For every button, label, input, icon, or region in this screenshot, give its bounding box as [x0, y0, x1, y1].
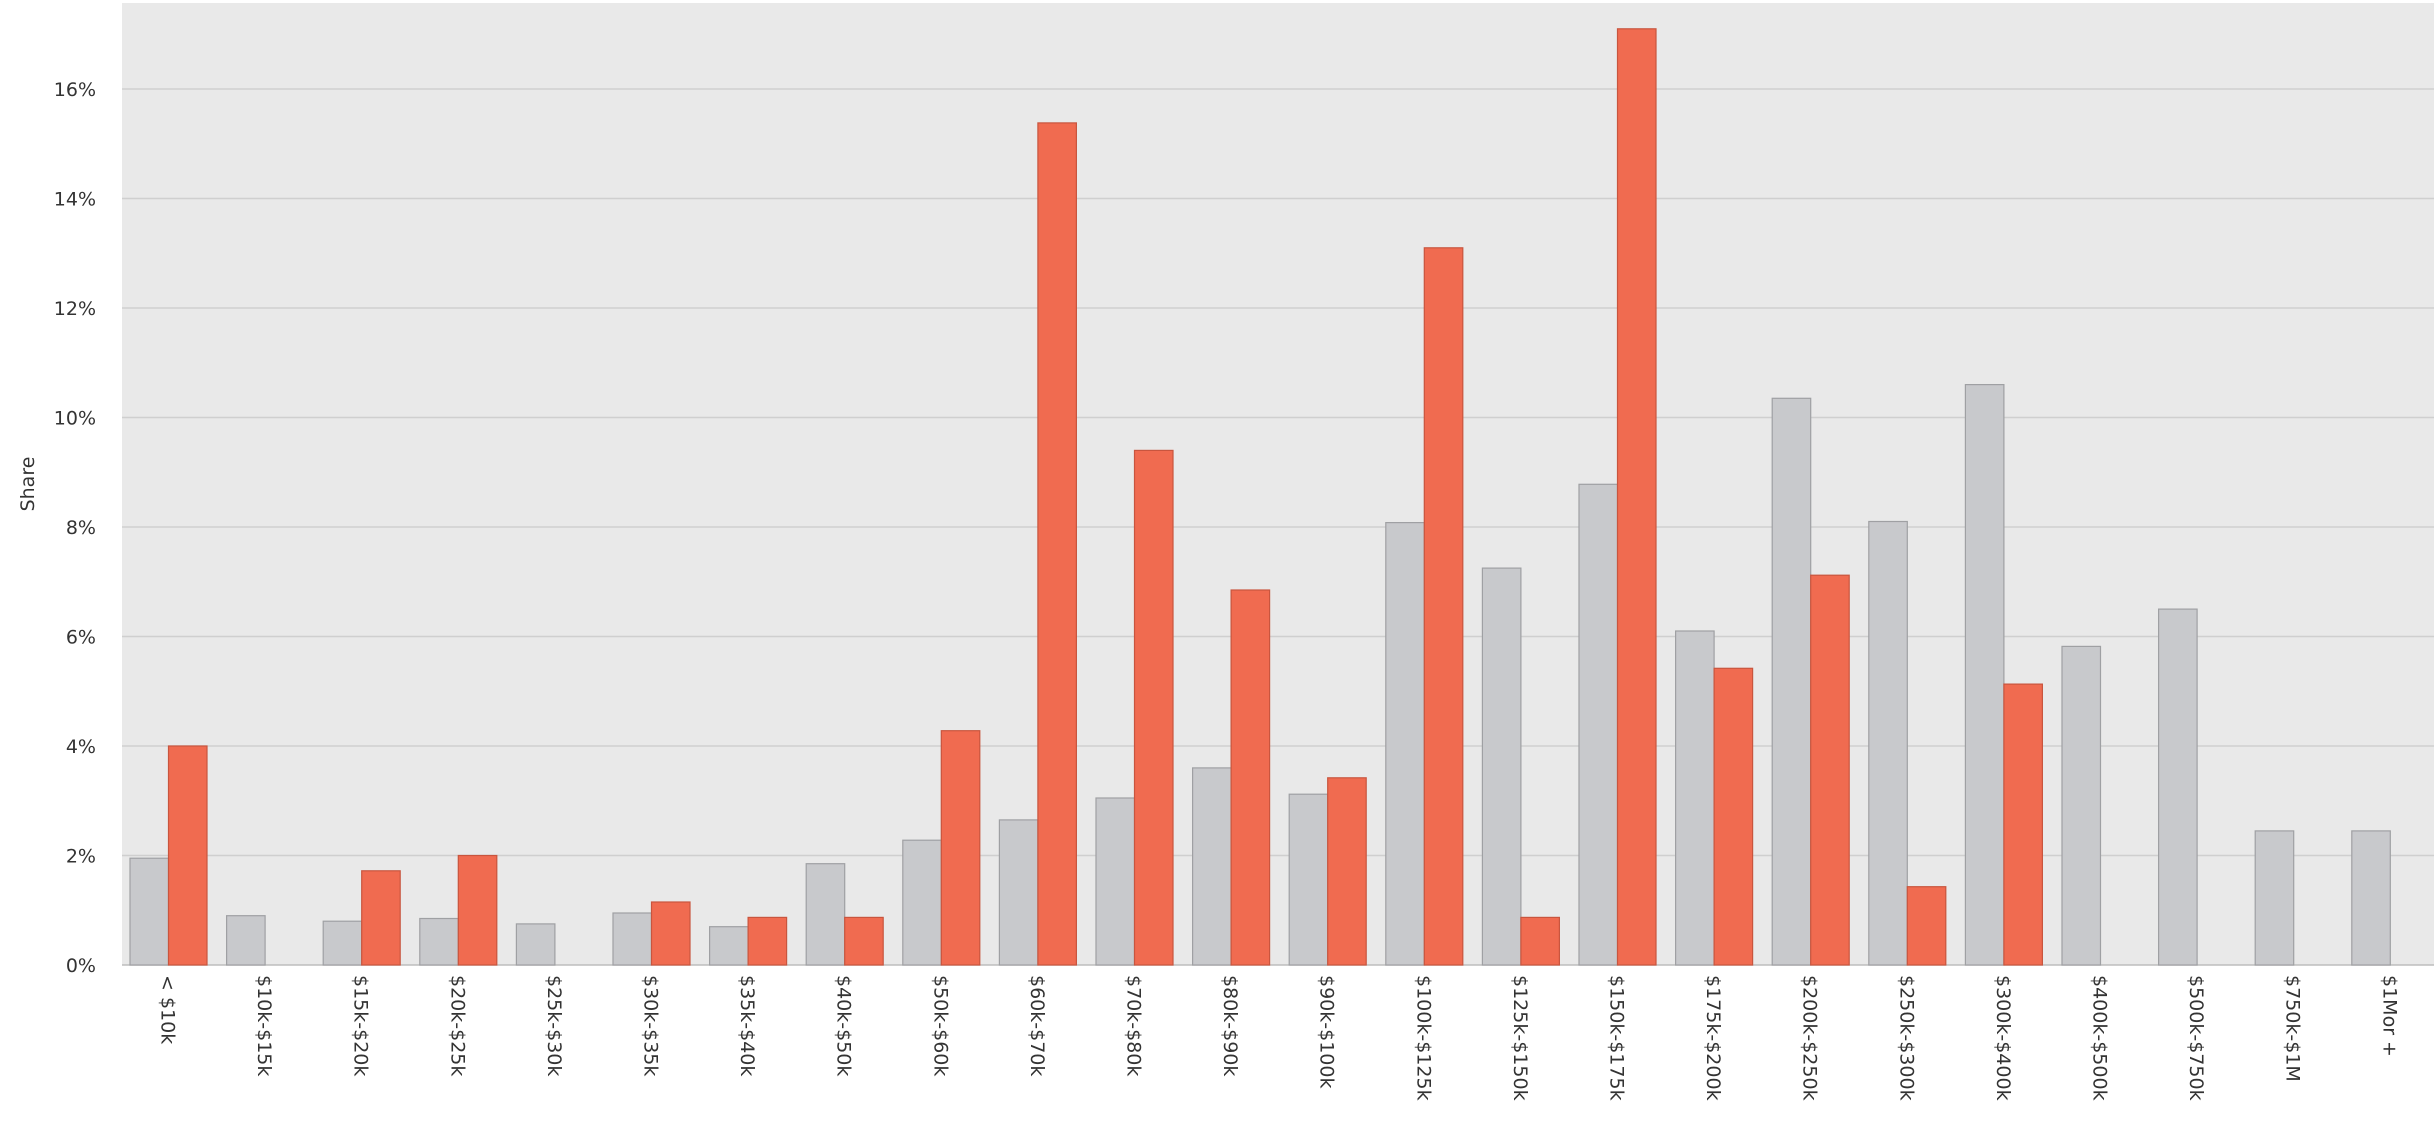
y-tick-label: 4%: [66, 736, 96, 758]
bar: [1481, 567, 1522, 966]
bar: [1191, 767, 1232, 966]
x-tick-label: $15k-$20k: [350, 975, 372, 1076]
bar: [805, 863, 846, 966]
bar: [650, 901, 691, 966]
x-tick-label: $25k-$30k: [543, 975, 565, 1076]
x-tick-label: $20k-$25k: [446, 975, 468, 1076]
bar: [2351, 830, 2391, 966]
bar: [1095, 797, 1136, 966]
bar: [708, 926, 749, 966]
x-tick-label: $80k-$90k: [1219, 975, 1241, 1076]
bar: [1674, 630, 1715, 966]
bar: [1133, 449, 1174, 966]
x-tick-label: < $10k: [157, 975, 179, 1044]
bar: [226, 915, 266, 966]
y-tick-label: 12%: [54, 298, 96, 320]
x-tick-label: $125k-$150k: [1509, 975, 1531, 1101]
plot-area: [122, 3, 2434, 965]
bar: [612, 912, 653, 966]
x-tick-label: $150k-$175k: [1606, 975, 1628, 1101]
bar: [2158, 608, 2198, 966]
bar: [1616, 28, 1657, 966]
x-tick-label: $200k-$250k: [1799, 975, 1821, 1101]
y-tick-label: 8%: [66, 517, 96, 539]
bar: [998, 819, 1039, 966]
x-tick-label: $90k-$100k: [1316, 975, 1338, 1088]
bar: [1423, 247, 1464, 966]
bar: [1906, 886, 1947, 966]
bar: [1037, 122, 1078, 966]
bar: [1288, 793, 1329, 966]
bar: [1385, 521, 1425, 966]
x-tick-label: $10k-$15k: [253, 975, 275, 1076]
bar: [902, 839, 942, 966]
bar: [129, 857, 170, 966]
x-tick-label: $1Mor +: [2378, 975, 2400, 1057]
bar: [1771, 397, 1812, 966]
bar: [457, 854, 498, 966]
bar: [2254, 830, 2295, 966]
bar: [1520, 916, 1561, 966]
x-tick-label: $175k-$200k: [1702, 975, 1724, 1101]
y-tick-label: 10%: [54, 408, 96, 430]
y-tick-label: 0%: [66, 955, 96, 977]
x-tick-label: $70k-$80k: [1123, 975, 1145, 1076]
bar: [1868, 520, 1908, 966]
bar: [361, 870, 401, 966]
bar: [1810, 574, 1850, 966]
y-tick-label: 16%: [54, 79, 96, 101]
bar: [747, 916, 788, 966]
x-tick-label: $60k-$70k: [1026, 975, 1048, 1076]
bar: [844, 916, 884, 966]
gridlines: [122, 88, 2434, 966]
x-tick-label: $50k-$60k: [929, 975, 951, 1076]
bar: [167, 745, 208, 966]
x-tick-label: $250k-$300k: [1895, 975, 1917, 1101]
y-tick-label: 6%: [66, 627, 96, 649]
bar: [1964, 384, 2005, 966]
x-tick-label: $750k-$1M: [2282, 975, 2304, 1082]
y-axis-title: Share: [17, 457, 39, 512]
x-tick-label: $300k-$400k: [1992, 975, 2014, 1101]
bar: [419, 917, 459, 966]
bar: [2061, 645, 2102, 966]
bar: [1230, 589, 1271, 966]
x-tick-label: $40k-$50k: [833, 975, 855, 1076]
bar: [1713, 667, 1754, 966]
x-tick-label: $500k-$750k: [2185, 975, 2207, 1101]
x-axis-ticks: < $10k $10k-$15k $15k-$20k $20k-$25k $25k-$3…: [157, 975, 2401, 1101]
bar: [1578, 483, 1619, 966]
bar: [940, 730, 981, 966]
bar: [2003, 683, 2044, 966]
bars: [129, 28, 2391, 966]
y-tick-label: 14%: [54, 189, 96, 211]
bar: [515, 923, 556, 966]
bar: [322, 920, 363, 966]
y-tick-label: 2%: [66, 846, 96, 868]
x-tick-label: $30k-$35k: [640, 975, 662, 1076]
bar: [1327, 777, 1367, 966]
x-tick-label: $35k-$40k: [736, 975, 758, 1076]
y-axis-ticks: 0% 2% 4% 6% 8% 10% 12% 14% 16%: [54, 79, 96, 977]
x-tick-label: $100k-$125k: [1412, 975, 1434, 1101]
x-tick-label: $400k-$500k: [2089, 975, 2111, 1101]
